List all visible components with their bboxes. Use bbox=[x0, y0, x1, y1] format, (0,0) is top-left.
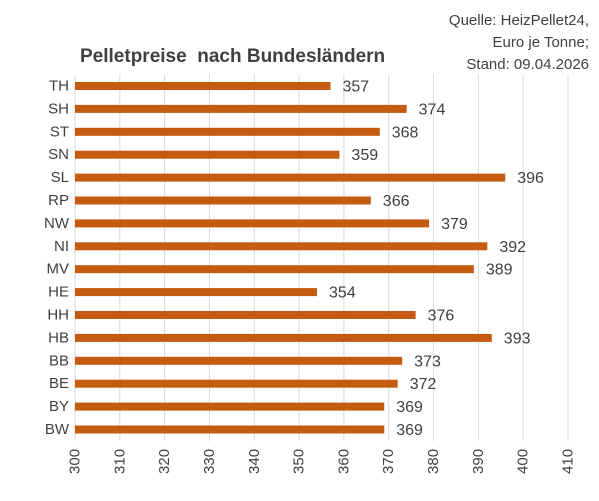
category-label: MV bbox=[47, 261, 70, 278]
bar bbox=[75, 150, 340, 159]
category-label: BW bbox=[45, 421, 70, 438]
data-label: 396 bbox=[517, 170, 544, 187]
category-label: BY bbox=[49, 398, 69, 415]
category-label: NW bbox=[44, 215, 70, 232]
x-tick-label: 380 bbox=[425, 449, 442, 474]
category-label: HB bbox=[48, 329, 69, 346]
data-label: 372 bbox=[410, 376, 437, 393]
bar bbox=[75, 265, 474, 274]
category-label: RP bbox=[48, 192, 69, 209]
data-label: 376 bbox=[428, 308, 455, 325]
data-label: 373 bbox=[414, 353, 441, 370]
x-tick-label: 340 bbox=[246, 449, 263, 474]
data-label: 392 bbox=[499, 239, 526, 256]
x-tick-label: 370 bbox=[380, 449, 397, 474]
data-label: 368 bbox=[392, 124, 419, 141]
data-label: 379 bbox=[441, 216, 468, 233]
data-label: 359 bbox=[351, 147, 378, 164]
chart-title: Pelletpreise nach Bundesländern bbox=[80, 46, 386, 67]
category-label: SL bbox=[51, 169, 69, 186]
category-label: ST bbox=[50, 123, 69, 140]
category-label: BB bbox=[49, 352, 69, 369]
data-label: 389 bbox=[486, 262, 513, 279]
data-label: 369 bbox=[396, 422, 423, 439]
x-tick-label: 360 bbox=[335, 449, 352, 474]
bar bbox=[75, 104, 407, 113]
data-label: 354 bbox=[329, 285, 356, 302]
category-label: BE bbox=[49, 375, 69, 392]
bar bbox=[75, 242, 488, 251]
bar bbox=[75, 82, 331, 90]
x-tick-label: 390 bbox=[470, 449, 487, 474]
data-label: 366 bbox=[383, 193, 410, 210]
category-label: HH bbox=[47, 307, 69, 324]
source-line-1: Quelle: HeizPellet24, bbox=[448, 12, 589, 29]
x-tick-label: 310 bbox=[111, 449, 128, 474]
bar bbox=[75, 379, 398, 388]
bar bbox=[75, 425, 385, 434]
source-note: Quelle: HeizPellet24, Euro je Tonne; Sta… bbox=[369, 10, 589, 76]
data-label: 357 bbox=[342, 79, 369, 96]
category-label: HE bbox=[48, 284, 69, 301]
bar bbox=[75, 219, 430, 228]
x-tick-label: 400 bbox=[515, 449, 532, 474]
bar bbox=[75, 356, 403, 365]
category-label: SN bbox=[48, 146, 69, 163]
data-label: 374 bbox=[419, 101, 446, 118]
source-line-3: Stand: 09.04.2026 bbox=[466, 56, 589, 73]
category-label: TH bbox=[49, 78, 69, 95]
bar bbox=[75, 402, 385, 411]
bar bbox=[75, 333, 492, 342]
source-line-2: Euro je Tonne; bbox=[492, 34, 589, 51]
x-tick-label: 320 bbox=[156, 449, 173, 474]
bar bbox=[75, 311, 416, 319]
data-label: 369 bbox=[396, 399, 423, 416]
bar bbox=[75, 173, 506, 182]
category-label: SH bbox=[48, 100, 69, 117]
bar bbox=[75, 127, 380, 136]
x-tick-label: 350 bbox=[291, 449, 308, 474]
category-label: NI bbox=[54, 238, 69, 255]
bar bbox=[75, 196, 371, 205]
x-tick-label: 330 bbox=[201, 449, 218, 474]
bar bbox=[75, 288, 318, 297]
x-tick-label: 410 bbox=[560, 449, 577, 474]
data-label: 393 bbox=[504, 330, 531, 347]
x-tick-label: 300 bbox=[67, 449, 84, 474]
